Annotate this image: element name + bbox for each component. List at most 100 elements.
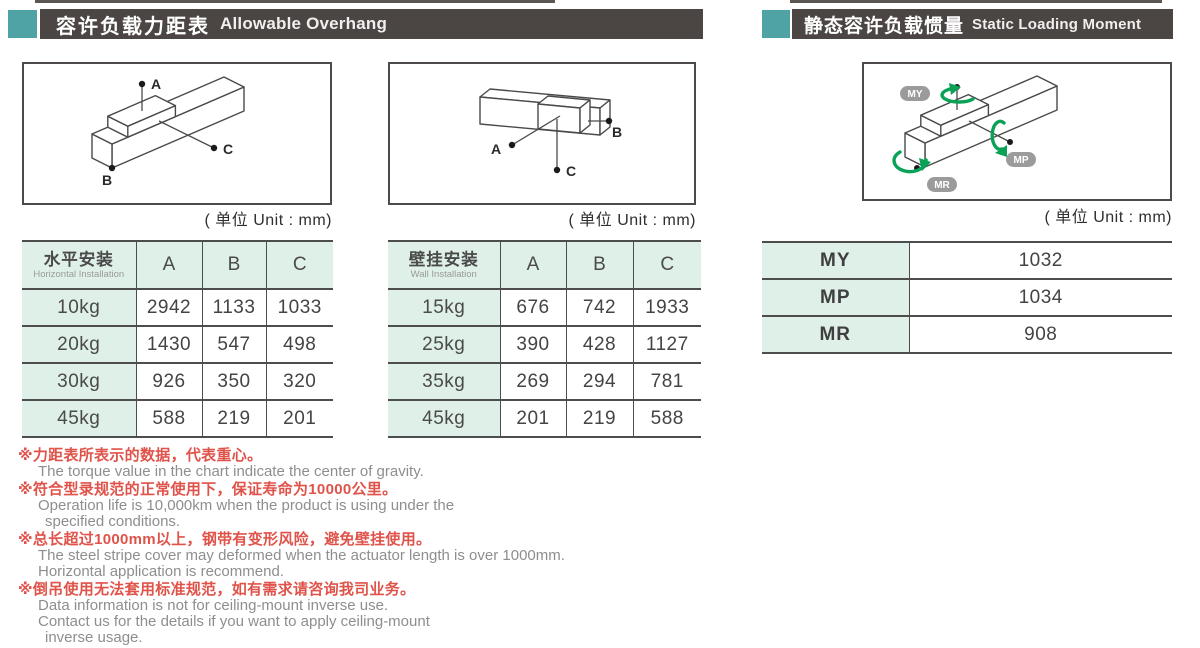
dimension-point-c [553,166,561,174]
note-en: Operation life is 10,000km when the prod… [38,497,455,514]
header-topline-right [790,0,1162,3]
mr-badge [927,177,957,192]
value-cell: 498 [265,325,333,364]
section-title-en: Static Loading Moment [972,15,1142,33]
value-cell: 219 [201,399,266,438]
wall-installation-table: 壁挂安装 Wall Installation A B C 15kg 676 74… [388,240,701,438]
table-row: 25kg 390 428 1127 [388,325,701,364]
section-title-en: Allowable Overhang [220,14,388,33]
mp-badge [1006,152,1036,167]
table-row: 10kg 2942 1133 1033 [22,288,333,327]
diagram-horizontal-installation: A C B [22,62,332,205]
table-header-installation: 水平安装 Horizontal Installation [22,240,136,290]
mr-badge-label: MR [934,180,950,191]
note-zh: ※倒吊使用无法套用标准规范，如有需求请咨询我司业务。 [18,581,416,598]
note-en: The torque value in the chart indicate t… [38,463,424,480]
footnotes: ※力距表所表示的数据，代表重心。 The torque value in the… [18,446,718,646]
value-cell: 676 [499,288,566,327]
section-title-zh: 静态容许负载惯量 [804,15,965,37]
actuator-isometric-drawing: A C B [91,76,245,188]
value-cell: 219 [565,399,633,438]
my-arrowhead-icon [949,83,961,95]
unit-label: ( 单位 Unit : mm) [1044,209,1172,226]
note-zh: ※力距表所表示的数据，代表重心。 [18,447,263,464]
column-header-b: B [565,240,633,290]
unit-label: ( 单位 Unit : mm) [204,212,332,229]
header-topline-left [35,0,555,3]
note-en: specified conditions. [45,513,181,530]
teal-accent-square [762,10,790,38]
value-cell: 2942 [135,288,202,327]
table-row: MY 1032 [762,241,1172,280]
my-rotation-arrow [940,86,975,104]
dimension-label-a: A [491,141,501,157]
value-cell: 588 [135,399,202,438]
value-cell: 350 [201,362,266,401]
note-en: The steel stripe cover may deformed when… [38,547,565,564]
horizontal-installation-table: 水平安装 Horizontal Installation A B C 10kg … [22,240,333,438]
table-row: 45kg 201 219 588 [388,399,701,438]
section-header-moment: 静态容许负载惯量 Static Loading Moment [792,9,1173,39]
table-row: 15kg 676 742 1933 [388,288,701,327]
dimension-label-b: B [102,172,112,188]
value-cell: 926 [135,362,202,401]
load-cell: 20kg [22,325,136,364]
dimension-point-b [108,164,116,172]
section-title-zh: 容许负载力距表 [56,15,210,38]
note-en: inverse usage. [45,629,143,646]
load-cell: 30kg [22,362,136,401]
value-cell: 1033 [265,288,333,327]
dimension-label-a: A [151,76,161,92]
dimension-point-a [508,141,516,149]
actuator-front-drawing: A B C [479,88,622,179]
moment-value-cell: 908 [908,315,1172,354]
dimension-point-b [605,117,613,125]
moment-value-cell: 1032 [908,241,1172,280]
value-cell: 269 [499,362,566,401]
value-cell: 1430 [135,325,202,364]
column-header-a: A [499,240,566,290]
note-en: Contact us for the details if you want t… [38,613,430,630]
diagram-loading-moment: MY MP MR [862,62,1172,201]
my-badge-label: MY [908,89,923,100]
value-cell: 742 [565,288,633,327]
load-cell: 25kg [388,325,500,364]
mp-arrowhead-icon [995,145,1007,157]
value-cell: 294 [565,362,633,401]
value-cell: 547 [201,325,266,364]
table-row: 35kg 269 294 781 [388,362,701,401]
value-cell: 588 [632,399,701,438]
value-cell: 201 [499,399,566,438]
dimension-label-c: C [223,141,233,157]
table-header-installation: 壁挂安装 Wall Installation [388,240,500,290]
mp-badge-label: MP [1014,155,1029,166]
mr-arrowhead-icon [919,158,931,171]
section-header-overhang: 容许负载力距表 Allowable Overhang [40,9,703,39]
note-en: Data information is not for ceiling-moun… [38,597,389,614]
value-cell: 201 [265,399,333,438]
teal-accent-square [8,10,37,38]
value-cell: 428 [565,325,633,364]
dimension-point-a [138,80,146,88]
loading-moment-table: MY 1032 MP 1034 MR 908 [762,241,1172,354]
value-cell: 390 [499,325,566,364]
dimension-point-c [210,144,218,152]
column-header-c: C [632,240,701,290]
load-cell: 45kg [22,399,136,438]
moment-value-cell: 1034 [908,278,1172,317]
load-cell: 10kg [22,288,136,327]
value-cell: 1933 [632,288,701,327]
column-header-b: B [201,240,266,290]
column-header-c: C [265,240,333,290]
note-en: Horizontal application is recommend. [38,563,284,580]
value-cell: 1133 [201,288,266,327]
moment-axes-drawing: MY MP MR [892,75,1058,192]
value-cell: 781 [632,362,701,401]
load-cell: 35kg [388,362,500,401]
moment-label-cell: MY [762,241,909,280]
moment-label-cell: MR [762,315,909,354]
load-cell: 45kg [388,399,500,438]
mp-rotation-arrow [990,119,1006,152]
unit-label: ( 单位 Unit : mm) [568,212,696,229]
